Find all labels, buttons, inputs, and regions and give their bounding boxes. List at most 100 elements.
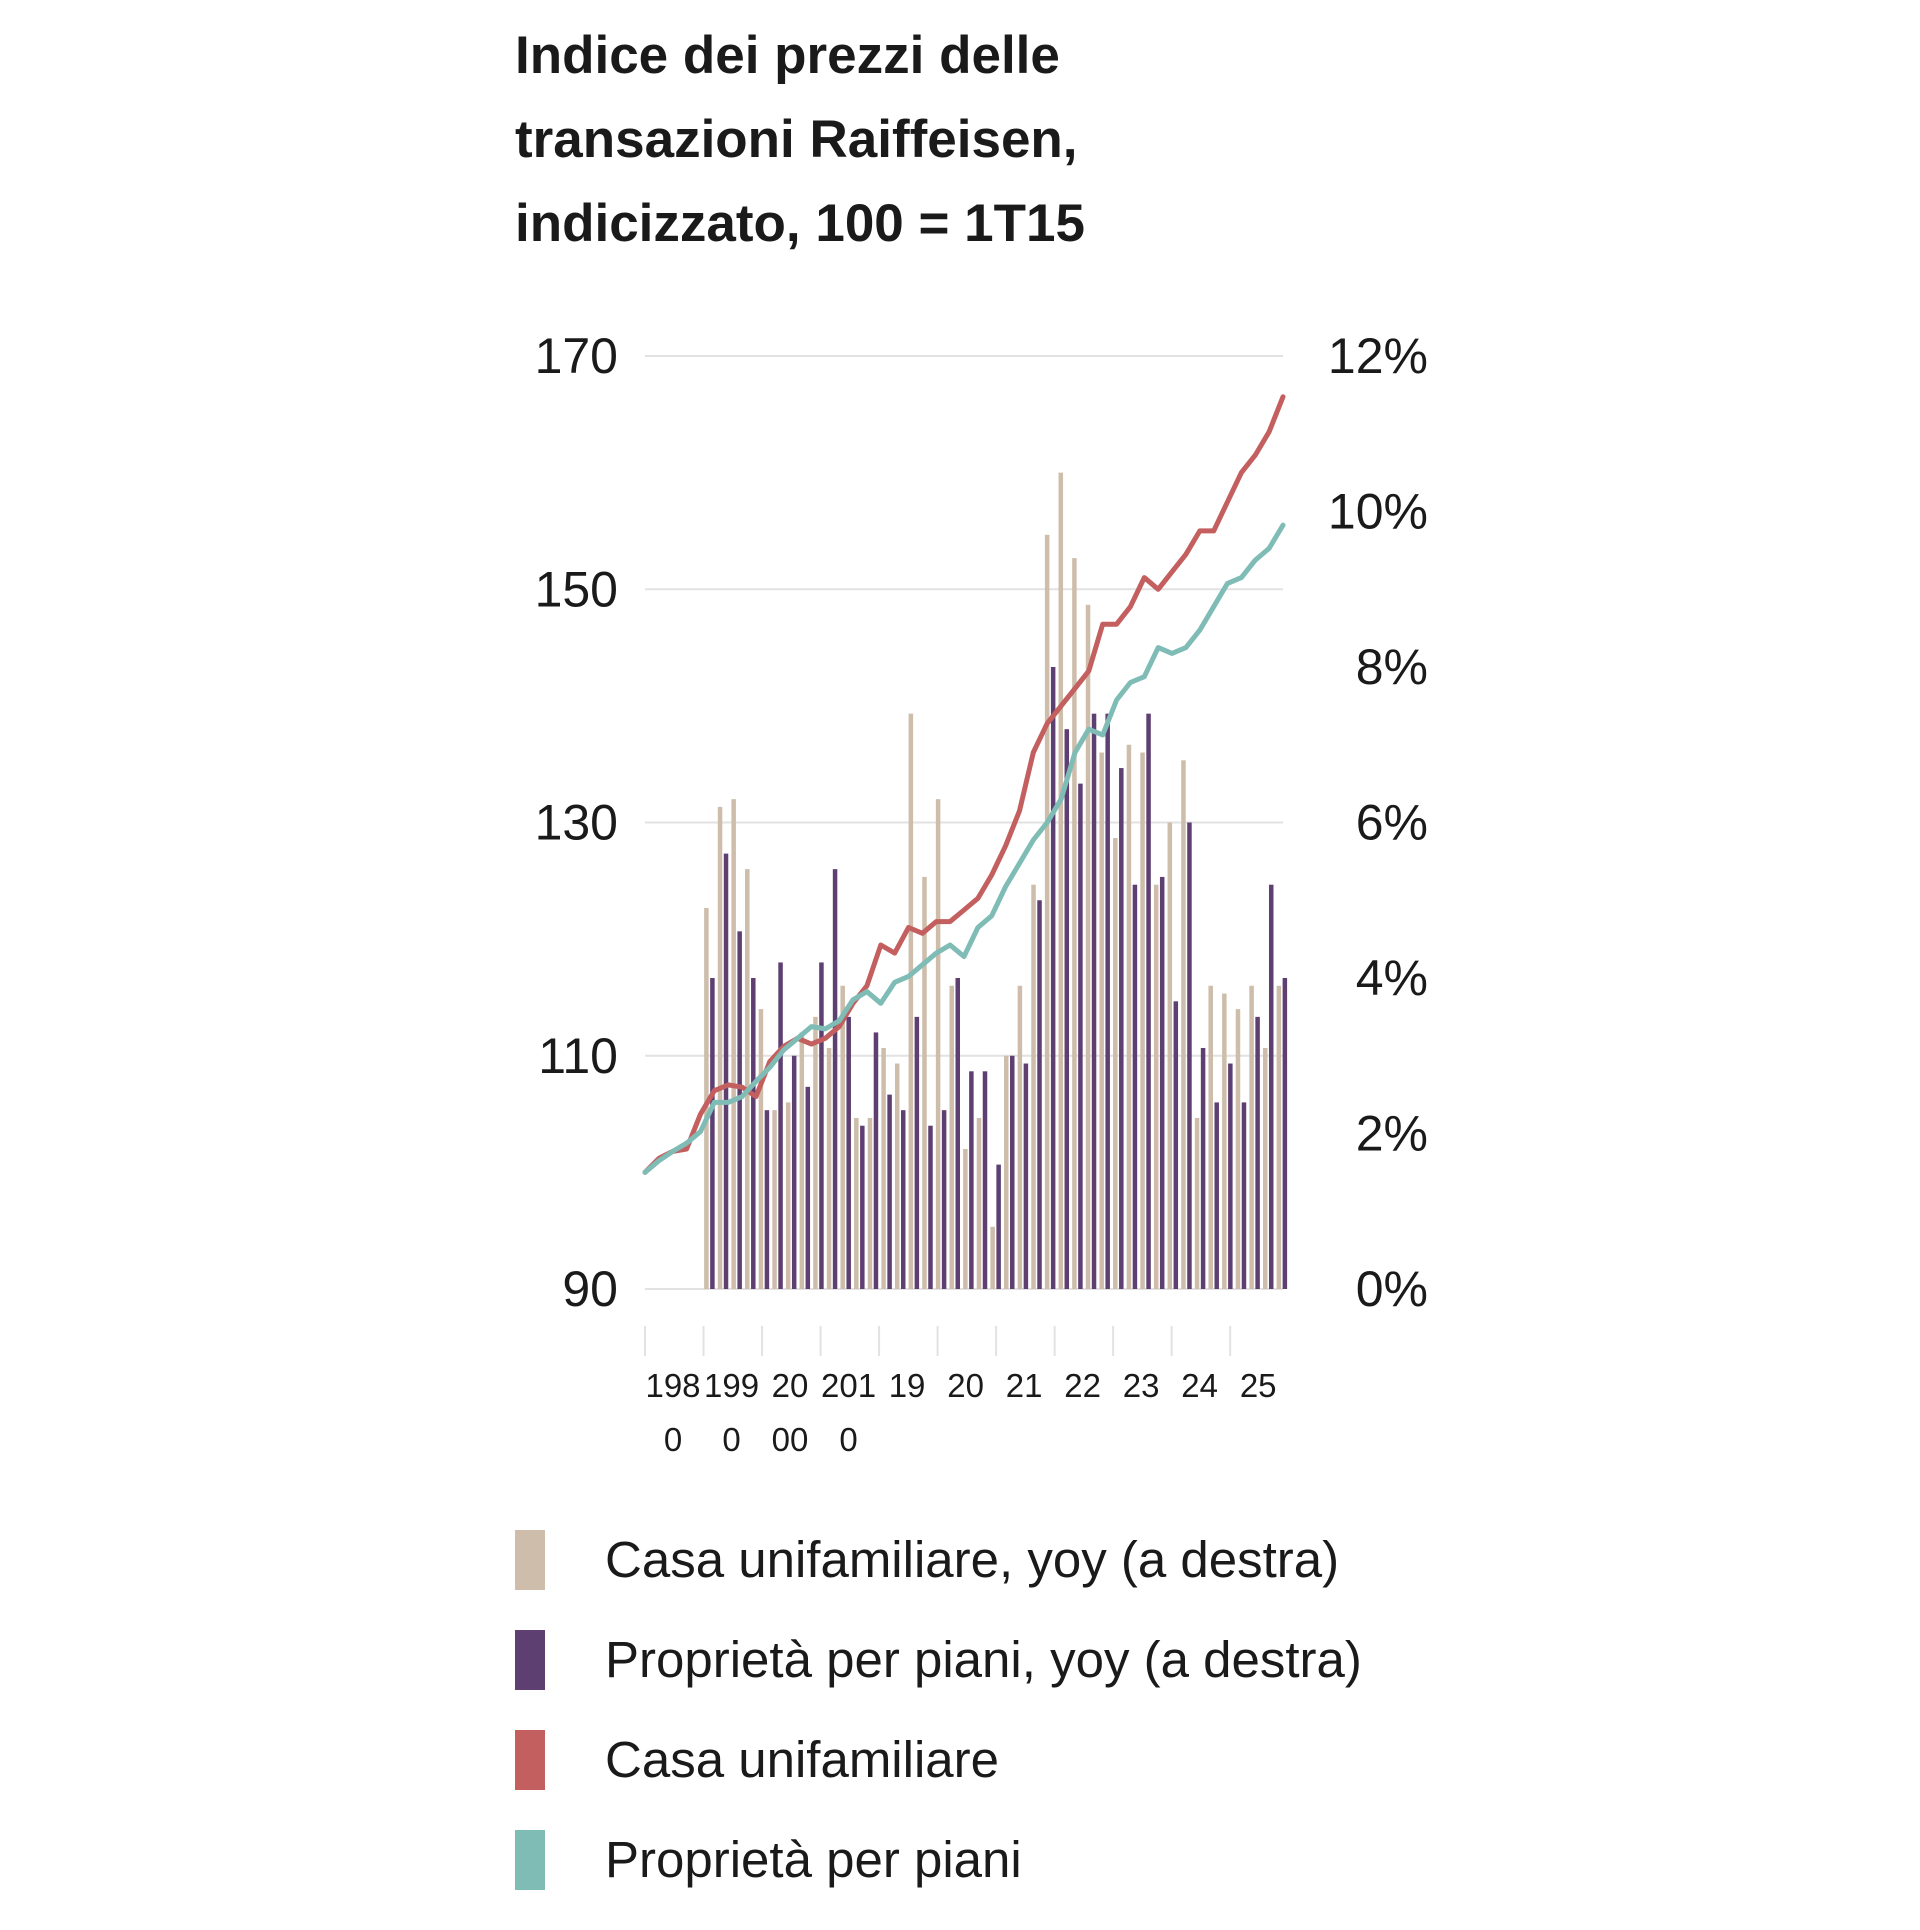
bar-single-family-yoy xyxy=(745,869,750,1289)
y-left-tick-label: 110 xyxy=(538,1028,618,1084)
legend-swatch xyxy=(515,1730,545,1790)
bar-single-family-yoy xyxy=(772,1110,777,1289)
bar-condo-yoy xyxy=(1132,884,1138,1289)
y-left-tick-label: 130 xyxy=(535,795,618,851)
bar-single-family-yoy xyxy=(1181,760,1186,1289)
bar-single-family-yoy xyxy=(717,806,723,1289)
bar-single-family-yoy xyxy=(894,1063,900,1289)
bar-single-family-yoy xyxy=(922,876,927,1289)
bar-single-family-yoy xyxy=(1072,558,1077,1289)
bar-condo-yoy xyxy=(873,1032,879,1289)
bar-condo-yoy xyxy=(1268,884,1274,1289)
bar-single-family-yoy xyxy=(1031,884,1036,1289)
bar-single-family-yoy xyxy=(935,799,941,1289)
bar-condo-yoy xyxy=(1255,1016,1260,1289)
line-single-family-index xyxy=(642,394,1286,1175)
bar-single-family-yoy xyxy=(826,1047,832,1289)
bar-condo-yoy xyxy=(1241,1102,1247,1289)
bar-condo-yoy xyxy=(1023,1063,1029,1289)
line-condo-index xyxy=(642,522,1286,1175)
legend: Casa unifamiliare, yoy (a destra) Propri… xyxy=(515,1530,1362,1930)
bar-single-family-yoy xyxy=(1085,604,1091,1289)
legend-item-single-family-index: Casa unifamiliare xyxy=(515,1730,1362,1790)
legend-label: Casa unifamiliare, yoy (a destra) xyxy=(605,1531,1340,1588)
bar-single-family-yoy xyxy=(1153,884,1159,1289)
bar-single-family-yoy xyxy=(731,799,736,1289)
legend-label: Proprietà per piani xyxy=(605,1831,1022,1888)
bar-single-family-yoy xyxy=(908,713,914,1289)
bar-single-family-yoy xyxy=(799,1032,805,1289)
bar-condo-yoy xyxy=(914,1016,920,1289)
bar-condo-yoy xyxy=(819,962,824,1289)
bar-single-family-yoy xyxy=(758,1009,764,1289)
x-tick-label: 00 xyxy=(772,1421,809,1458)
x-tick-label: 25 xyxy=(1240,1367,1277,1404)
bar-condo-yoy xyxy=(1119,768,1124,1289)
bar-condo-yoy xyxy=(1173,1001,1179,1289)
bar-condo-yoy xyxy=(805,1086,811,1289)
x-tick-label: 199 xyxy=(704,1367,759,1404)
chart-title: Indice dei prezzi delle transazioni Raif… xyxy=(515,14,1415,266)
y-right-tick-label: 0% xyxy=(1356,1261,1428,1317)
bar-condo-yoy xyxy=(900,1110,906,1289)
y-right-tick-label: 4% xyxy=(1356,950,1428,1006)
bar-single-family-yoy xyxy=(704,908,709,1289)
bar-single-family-yoy xyxy=(1276,985,1282,1289)
bar-condo-yoy xyxy=(982,1071,988,1289)
bar-condo-yoy xyxy=(764,1110,770,1289)
bar-condo-yoy xyxy=(1105,713,1110,1289)
bar-single-family-yoy xyxy=(949,985,954,1289)
bar-single-family-yoy xyxy=(881,1047,886,1289)
x-tick-label: 21 xyxy=(1006,1367,1043,1404)
bar-single-family-yoy xyxy=(1099,752,1104,1289)
bar-single-family-yoy xyxy=(963,1149,968,1289)
legend-label: Proprietà per piani, yoy (a destra) xyxy=(605,1631,1362,1688)
bar-condo-yoy xyxy=(996,1164,1001,1289)
x-tick-label: 24 xyxy=(1181,1367,1218,1404)
bar-single-family-yoy xyxy=(867,1117,873,1289)
bar-condo-yoy xyxy=(860,1125,865,1289)
bar-condo-yoy xyxy=(941,1110,947,1289)
bar-condo-yoy xyxy=(955,978,960,1289)
x-tick-label: 0 xyxy=(722,1421,740,1458)
bar-single-family-yoy xyxy=(1235,1009,1241,1289)
x-tick-label: 0 xyxy=(664,1421,682,1458)
bar-condo-yoy xyxy=(887,1094,892,1289)
bar-single-family-yoy xyxy=(813,1016,818,1289)
y-left-tick-label: 90 xyxy=(562,1261,618,1317)
bar-condo-yoy xyxy=(1159,876,1165,1289)
y-right-tick-label: 2% xyxy=(1356,1106,1428,1162)
bar-single-family-yoy xyxy=(785,1102,791,1289)
bar-condo-yoy xyxy=(1187,822,1192,1289)
bar-condo-yoy xyxy=(751,978,756,1289)
bar-single-family-yoy xyxy=(1208,985,1213,1289)
y-right-tick-label: 8% xyxy=(1356,639,1428,695)
bar-single-family-yoy xyxy=(990,1226,995,1289)
legend-swatch xyxy=(515,1530,545,1590)
y-left-tick-label: 150 xyxy=(535,561,618,617)
x-tick-label: 201 xyxy=(821,1367,876,1404)
y-right-tick-label: 12% xyxy=(1328,328,1428,384)
bar-single-family-yoy xyxy=(1249,985,1254,1289)
x-tick-label: 198 xyxy=(645,1367,700,1404)
bar-condo-yoy xyxy=(1010,1055,1015,1289)
bar-condo-yoy xyxy=(1228,1063,1233,1289)
y-right-tick-label: 10% xyxy=(1328,484,1428,540)
bar-single-family-yoy xyxy=(1167,822,1173,1289)
y-left-tick-label: 170 xyxy=(535,328,618,384)
legend-item-condo-index: Proprietà per piani xyxy=(515,1830,1362,1890)
chart-title-line-3: indicizzato, 100 = 1T15 xyxy=(515,194,1085,253)
bar-condo-yoy xyxy=(723,853,729,1289)
x-tick-label: 22 xyxy=(1064,1367,1101,1404)
legend-swatch xyxy=(515,1630,545,1690)
bar-condo-yoy xyxy=(1078,783,1083,1289)
bar-single-family-yoy xyxy=(1058,472,1064,1289)
chart-title-line-1: Indice dei prezzi delle xyxy=(515,26,1060,85)
bar-condo-yoy xyxy=(778,962,783,1289)
bar-condo-yoy xyxy=(737,931,742,1289)
bar-single-family-yoy xyxy=(1044,534,1050,1289)
legend-label: Casa unifamiliare xyxy=(605,1731,1000,1788)
x-tick-label: 19 xyxy=(889,1367,926,1404)
bar-condo-yoy xyxy=(1037,900,1042,1289)
